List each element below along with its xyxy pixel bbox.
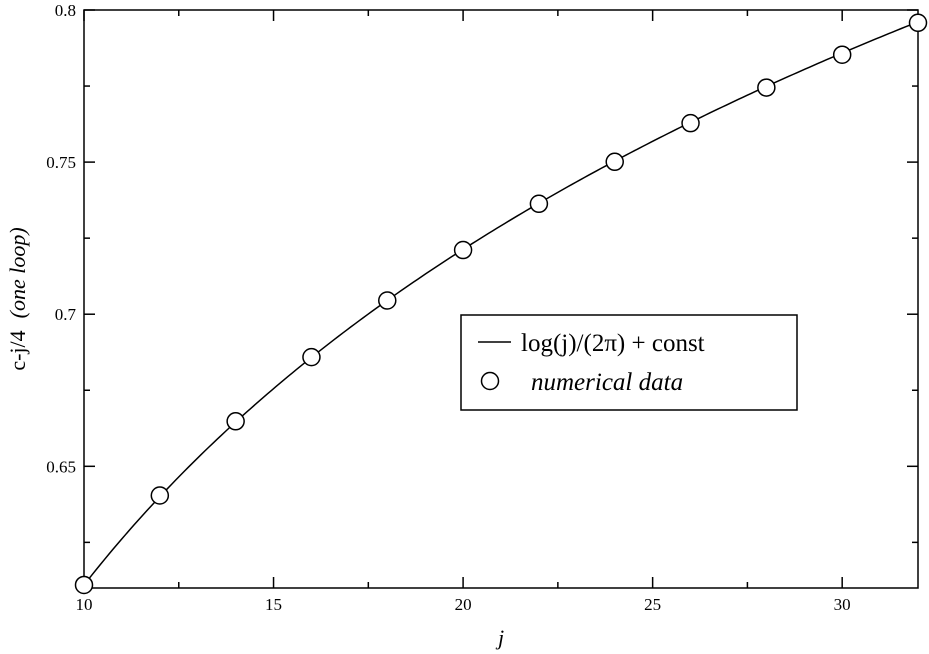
data-point xyxy=(302,347,321,367)
data-markers xyxy=(74,13,928,595)
data-point xyxy=(74,575,94,595)
x-tick-label: 30 xyxy=(834,595,851,614)
data-point xyxy=(150,486,170,505)
data-point xyxy=(605,152,624,172)
legend: log(j)/(2π) + const numerical data xyxy=(460,314,798,411)
x-tick-label: 25 xyxy=(644,595,661,614)
y-axis-title: c-j/4 (one loop) xyxy=(5,227,30,370)
data-point xyxy=(453,240,473,260)
plot-frame xyxy=(83,9,919,589)
legend-box xyxy=(460,314,798,411)
legend-label-data: numerical data xyxy=(531,369,683,396)
y-tick-label: 0.8 xyxy=(55,1,76,20)
x-tick-label: 10 xyxy=(76,595,93,614)
data-point xyxy=(757,78,776,97)
data-point xyxy=(378,291,397,310)
data-point xyxy=(681,113,700,133)
x-tick-label: 20 xyxy=(455,595,472,614)
data-point xyxy=(832,45,852,64)
y-axis-title-main: c-j/4 xyxy=(5,330,30,370)
data-point xyxy=(226,412,245,431)
ticks: 10 15 20 25 30 0.65 0.7 0.75 0.8 xyxy=(46,1,918,614)
y-axis-title-italic: (one loop) xyxy=(5,227,30,318)
y-tick-label: 0.7 xyxy=(55,305,77,324)
data-point xyxy=(529,194,549,214)
x-tick-label: 15 xyxy=(265,595,282,614)
y-tick-label: 0.65 xyxy=(46,457,76,476)
data-point xyxy=(908,13,928,33)
fit-line xyxy=(83,21,919,586)
legend-label-fit: log(j)/(2π) + const xyxy=(521,330,705,357)
y-tick-label: 0.75 xyxy=(46,153,76,172)
x-axis-title: j xyxy=(495,625,504,650)
legend-marker-swatch xyxy=(480,371,500,391)
